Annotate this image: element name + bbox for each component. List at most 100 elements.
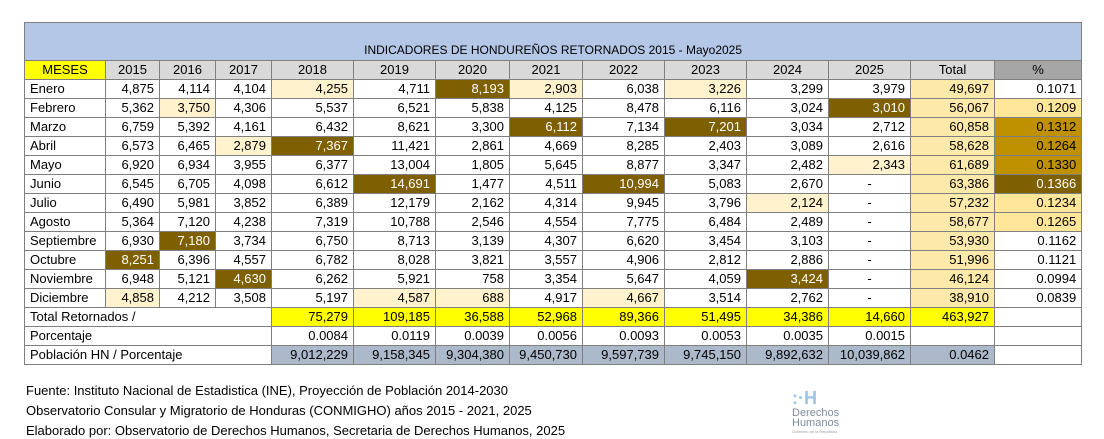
value-cell: 4,587 bbox=[353, 288, 436, 308]
value-cell: 2,343 bbox=[828, 155, 911, 175]
footer-observatory: Observatorio Consular y Migratorio de Ho… bbox=[26, 403, 532, 418]
value-cell: 758 bbox=[435, 269, 510, 289]
value-cell: 3,750 bbox=[159, 98, 216, 118]
value-cell: 3,508 bbox=[215, 288, 272, 308]
value-cell: 4,307 bbox=[509, 231, 583, 251]
value-cell: 6,377 bbox=[271, 155, 354, 175]
value-cell: 463,927 bbox=[910, 307, 995, 327]
value-cell: 4,238 bbox=[215, 212, 272, 232]
header-cell: 2015 bbox=[105, 60, 160, 80]
value-cell: 9,158,345 bbox=[353, 345, 436, 365]
value-cell: 52,968 bbox=[509, 307, 583, 327]
header-row: MESES 2015 2016 2017 2018 2019 2020 2021 2022 202… bbox=[24, 60, 1083, 80]
value-cell: 5,083 bbox=[664, 174, 747, 194]
value-cell: 4,630 bbox=[215, 269, 272, 289]
returnees-table: INDICADORES DE HONDUREÑOS RETORNADOS 201… bbox=[23, 22, 1083, 365]
value-cell: 4,104 bbox=[215, 79, 272, 99]
value-cell: 3,347 bbox=[664, 155, 747, 175]
value-cell: 3,955 bbox=[215, 155, 272, 175]
header-cell: 2022 bbox=[582, 60, 665, 80]
value-cell: 8,193 bbox=[435, 79, 510, 99]
value-cell: 58,628 bbox=[910, 136, 995, 156]
footer-source: Fuente: Instituto Nacional de Estadistic… bbox=[26, 383, 508, 398]
value-cell: 34,386 bbox=[746, 307, 829, 327]
value-cell bbox=[910, 326, 995, 346]
value-cell: 4,667 bbox=[582, 288, 665, 308]
value-cell: 3,089 bbox=[746, 136, 829, 156]
value-cell: 8,713 bbox=[353, 231, 436, 251]
value-cell: 3,796 bbox=[664, 193, 747, 213]
header-cell: 2024 bbox=[746, 60, 829, 80]
value-cell: 4,314 bbox=[509, 193, 583, 213]
value-cell: 14,691 bbox=[353, 174, 436, 194]
value-cell: 2,670 bbox=[746, 174, 829, 194]
value-cell: 0.0994 bbox=[993, 269, 1083, 289]
value-cell: 6,432 bbox=[271, 117, 354, 137]
value-cell: 5,981 bbox=[159, 193, 216, 213]
value-cell: 3,354 bbox=[509, 269, 583, 289]
value-cell: 10,788 bbox=[353, 212, 436, 232]
table-row: Octubre 8,251 6,396 4,557 6,782 8,028 3,821 3,5… bbox=[24, 250, 1083, 270]
value-cell: 7,134 bbox=[582, 117, 665, 137]
value-cell: 0.1209 bbox=[993, 98, 1083, 118]
logo-icon: :·H bbox=[792, 388, 817, 408]
value-cell: 7,201 bbox=[664, 117, 747, 137]
table-row: Febrero 5,362 3,750 4,306 5,537 6,521 5,838 4,1… bbox=[24, 98, 1083, 118]
table-row: Julio 6,490 5,981 3,852 6,389 12,179 2,162 4,31… bbox=[24, 193, 1083, 213]
value-cell: 3,010 bbox=[828, 98, 911, 118]
value-cell bbox=[993, 307, 1083, 327]
value-cell: 2,903 bbox=[509, 79, 583, 99]
value-cell: 9,945 bbox=[582, 193, 665, 213]
value-cell: 6,521 bbox=[353, 98, 436, 118]
header-cell: 2020 bbox=[435, 60, 510, 80]
value-cell: 3,300 bbox=[435, 117, 510, 137]
value-cell: 3,024 bbox=[746, 98, 829, 118]
value-cell: 6,759 bbox=[105, 117, 160, 137]
value-cell: 3,852 bbox=[215, 193, 272, 213]
header-cell: 2018 bbox=[271, 60, 354, 80]
logo-line-2: Humanos bbox=[792, 417, 840, 429]
value-cell: 4,917 bbox=[509, 288, 583, 308]
value-cell: 0.0039 bbox=[435, 326, 510, 346]
value-cell: 2,546 bbox=[435, 212, 510, 232]
value-cell: 89,366 bbox=[582, 307, 665, 327]
value-cell: 3,734 bbox=[215, 231, 272, 251]
value-cell: 8,478 bbox=[582, 98, 665, 118]
value-cell: 2,616 bbox=[828, 136, 911, 156]
value-cell: 0.1162 bbox=[993, 231, 1083, 251]
value-cell: 5,362 bbox=[105, 98, 160, 118]
value-cell: 3,557 bbox=[509, 250, 583, 270]
value-cell: - bbox=[828, 212, 911, 232]
value-cell: 56,067 bbox=[910, 98, 995, 118]
value-cell: 5,537 bbox=[271, 98, 354, 118]
value-cell: - bbox=[828, 174, 911, 194]
value-cell: 2,886 bbox=[746, 250, 829, 270]
month-cell: Febrero bbox=[24, 98, 106, 118]
value-cell: 3,299 bbox=[746, 79, 829, 99]
header-cell: 2021 bbox=[509, 60, 583, 80]
value-cell: 10,039,862 bbox=[828, 345, 911, 365]
month-cell: Septiembre bbox=[24, 231, 106, 251]
value-cell: 1,805 bbox=[435, 155, 510, 175]
value-cell: 13,004 bbox=[353, 155, 436, 175]
value-cell: 6,573 bbox=[105, 136, 160, 156]
logo-subtitle: Gobierno de la República bbox=[792, 429, 838, 434]
value-cell: 2,762 bbox=[746, 288, 829, 308]
value-cell: 4,875 bbox=[105, 79, 160, 99]
value-cell: 4,511 bbox=[509, 174, 583, 194]
value-cell: 51,495 bbox=[664, 307, 747, 327]
header-cell: 2019 bbox=[353, 60, 436, 80]
value-cell: 6,705 bbox=[159, 174, 216, 194]
month-cell: Marzo bbox=[24, 117, 106, 137]
value-cell: 3,514 bbox=[664, 288, 747, 308]
table-row: Marzo 6,759 5,392 4,161 6,432 8,621 3,300 6,112… bbox=[24, 117, 1083, 137]
value-cell: 7,120 bbox=[159, 212, 216, 232]
value-cell: 8,028 bbox=[353, 250, 436, 270]
value-cell bbox=[993, 345, 1083, 365]
value-cell: 5,121 bbox=[159, 269, 216, 289]
month-cell: Diciembre bbox=[24, 288, 106, 308]
value-cell: 0.1264 bbox=[993, 136, 1083, 156]
value-cell: 2,489 bbox=[746, 212, 829, 232]
total-row: Total Retornados /75,279 109,185 36,588 52,… bbox=[24, 307, 1083, 327]
value-cell: 4,161 bbox=[215, 117, 272, 137]
